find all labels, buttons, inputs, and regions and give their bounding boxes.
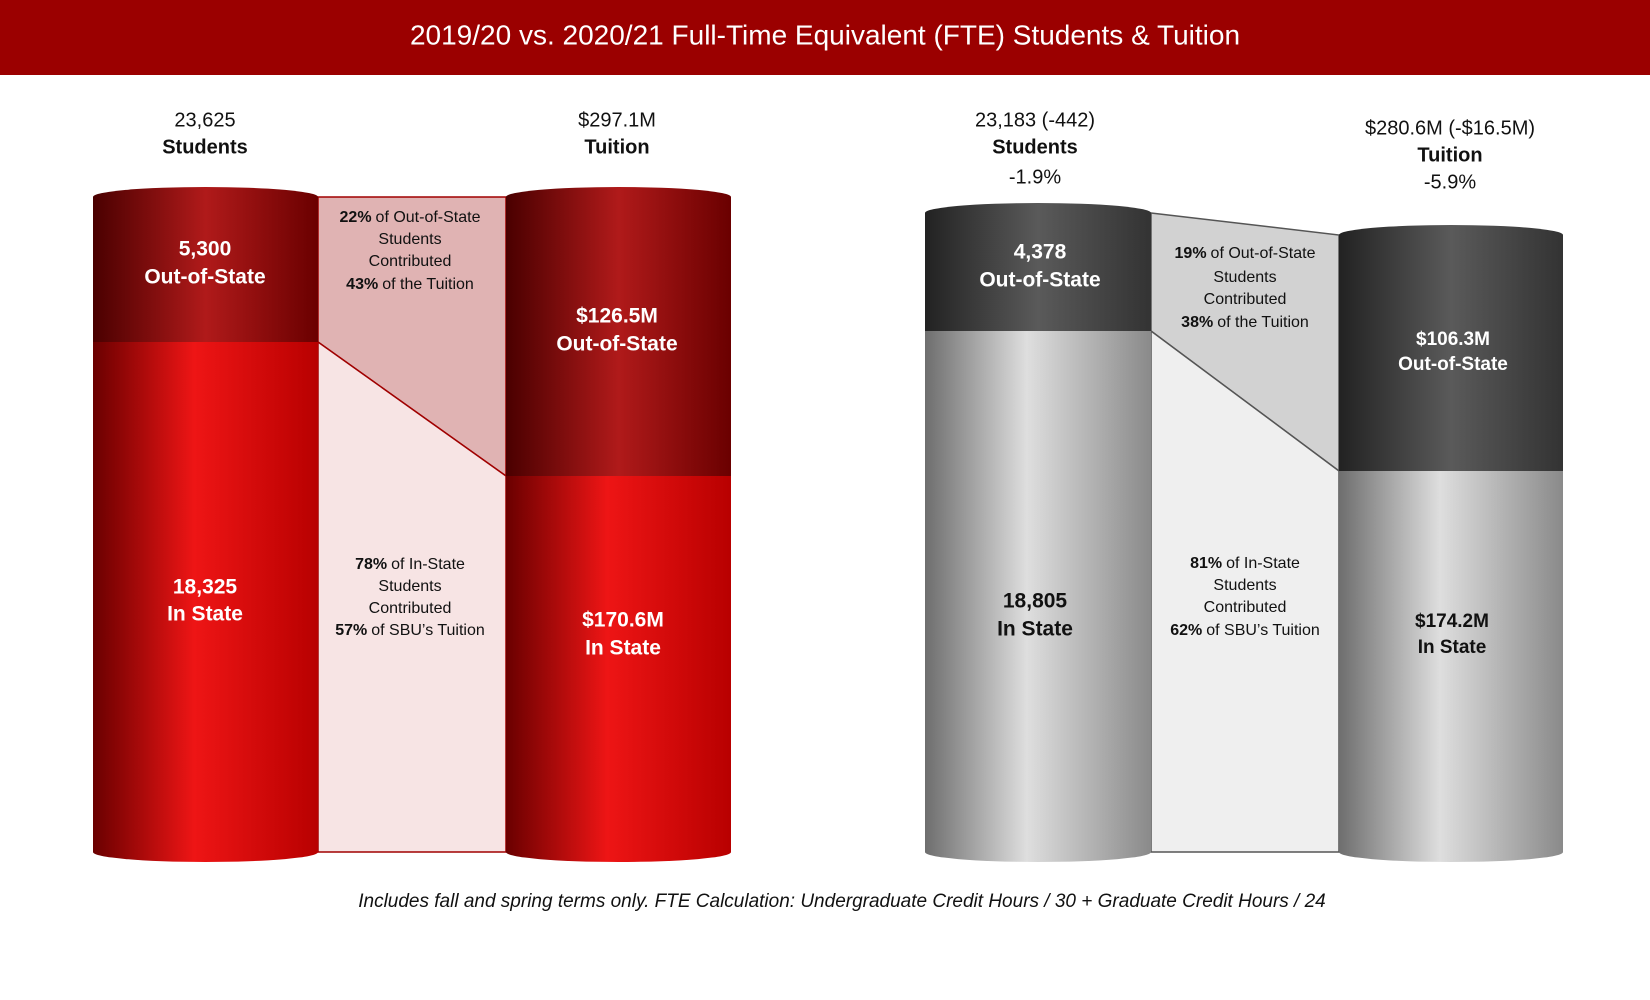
- note-line: 43% of the Tuition: [346, 276, 474, 293]
- note-percent: 78%: [355, 556, 387, 573]
- note-line: 62% of SBU’s Tuition: [1170, 622, 1320, 639]
- note-percent: 81%: [1190, 555, 1222, 572]
- note-line: 57% of SBU’s Tuition: [335, 622, 485, 639]
- note-text: Contributed: [1204, 291, 1287, 308]
- title-bar: [0, 0, 1650, 75]
- header-change: -1.9%: [1009, 166, 1061, 188]
- segment-value: 5,300: [179, 238, 232, 261]
- segment-value: $170.6M: [582, 609, 664, 632]
- note-line: 78% of In-State: [355, 556, 465, 573]
- note-text: Students: [1213, 269, 1276, 286]
- note-percent: 19%: [1175, 245, 1207, 262]
- segment-label: In State: [167, 603, 243, 626]
- note-text: Contributed: [1204, 599, 1287, 616]
- header-value: $297.1M: [578, 109, 656, 131]
- note-line: 22% of Out-of-State: [340, 209, 481, 226]
- note-text: Contributed: [369, 253, 452, 270]
- note-line: Contributed: [369, 253, 452, 270]
- note-text: of In-State: [1226, 555, 1300, 572]
- note-text: Contributed: [369, 600, 452, 617]
- cylinder: [93, 187, 318, 862]
- header-label: Students: [162, 136, 248, 158]
- notes: 22% of Out-of-StateStudentsContributed43%…: [335, 209, 1320, 639]
- header-label: Tuition: [1417, 144, 1482, 166]
- cylinder: [1339, 225, 1563, 862]
- segment-value: 4,378: [1014, 241, 1067, 264]
- cylinder: [506, 187, 731, 862]
- segment-label: In State: [997, 618, 1073, 641]
- note-line: 38% of the Tuition: [1181, 314, 1309, 331]
- note-text: of SBU’s Tuition: [1206, 622, 1320, 639]
- note-line: Contributed: [1204, 291, 1287, 308]
- note-line: Students: [378, 578, 441, 595]
- note-percent: 57%: [335, 622, 367, 639]
- note-line: 19% of Out-of-State: [1175, 245, 1316, 262]
- header-value: $280.6M (-$16.5M): [1365, 117, 1535, 139]
- segment-value: $174.2M: [1415, 611, 1489, 632]
- note-percent: 43%: [346, 276, 378, 293]
- segment-label: In State: [1418, 637, 1487, 658]
- segment-label: In State: [585, 637, 661, 660]
- note-line: Students: [1213, 269, 1276, 286]
- header-value: 23,183 (-442): [975, 109, 1095, 131]
- header-change: -5.9%: [1424, 171, 1476, 193]
- note-text: of Out-of-State: [376, 209, 481, 226]
- note-text: of Out-of-State: [1211, 245, 1316, 262]
- note-percent: 62%: [1170, 622, 1202, 639]
- segment-value: 18,805: [1003, 590, 1068, 613]
- note-line: 81% of In-State: [1190, 555, 1300, 572]
- note-line: Contributed: [1204, 599, 1287, 616]
- title: 2019/20 vs. 2020/21 Full-Time Equivalent…: [410, 19, 1240, 50]
- segment-label: Out-of-State: [979, 269, 1100, 292]
- segment-value: $126.5M: [576, 305, 658, 328]
- note-text: of the Tuition: [382, 276, 474, 293]
- segment-value: $106.3M: [1416, 329, 1490, 350]
- header-label: Tuition: [584, 136, 649, 158]
- header-label: Students: [992, 136, 1078, 158]
- segment-label: Out-of-State: [1398, 354, 1508, 375]
- header-value: 23,625: [174, 109, 235, 131]
- footnote: Includes fall and spring terms only. FTE…: [358, 891, 1326, 912]
- note-text: Students: [1213, 577, 1276, 594]
- segment-label: Out-of-State: [144, 266, 265, 289]
- segment-value: 18,325: [173, 576, 238, 599]
- note-line: Students: [1213, 577, 1276, 594]
- note-percent: 38%: [1181, 314, 1213, 331]
- note-text: of In-State: [391, 556, 465, 573]
- note-text: of the Tuition: [1217, 314, 1309, 331]
- note-text: Students: [378, 578, 441, 595]
- note-line: Students: [378, 231, 441, 248]
- note-line: Contributed: [369, 600, 452, 617]
- note-percent: 22%: [340, 209, 372, 226]
- segment-label: Out-of-State: [556, 333, 677, 356]
- note-text: of SBU’s Tuition: [371, 622, 485, 639]
- note-text: Students: [378, 231, 441, 248]
- cylinder: [925, 203, 1151, 862]
